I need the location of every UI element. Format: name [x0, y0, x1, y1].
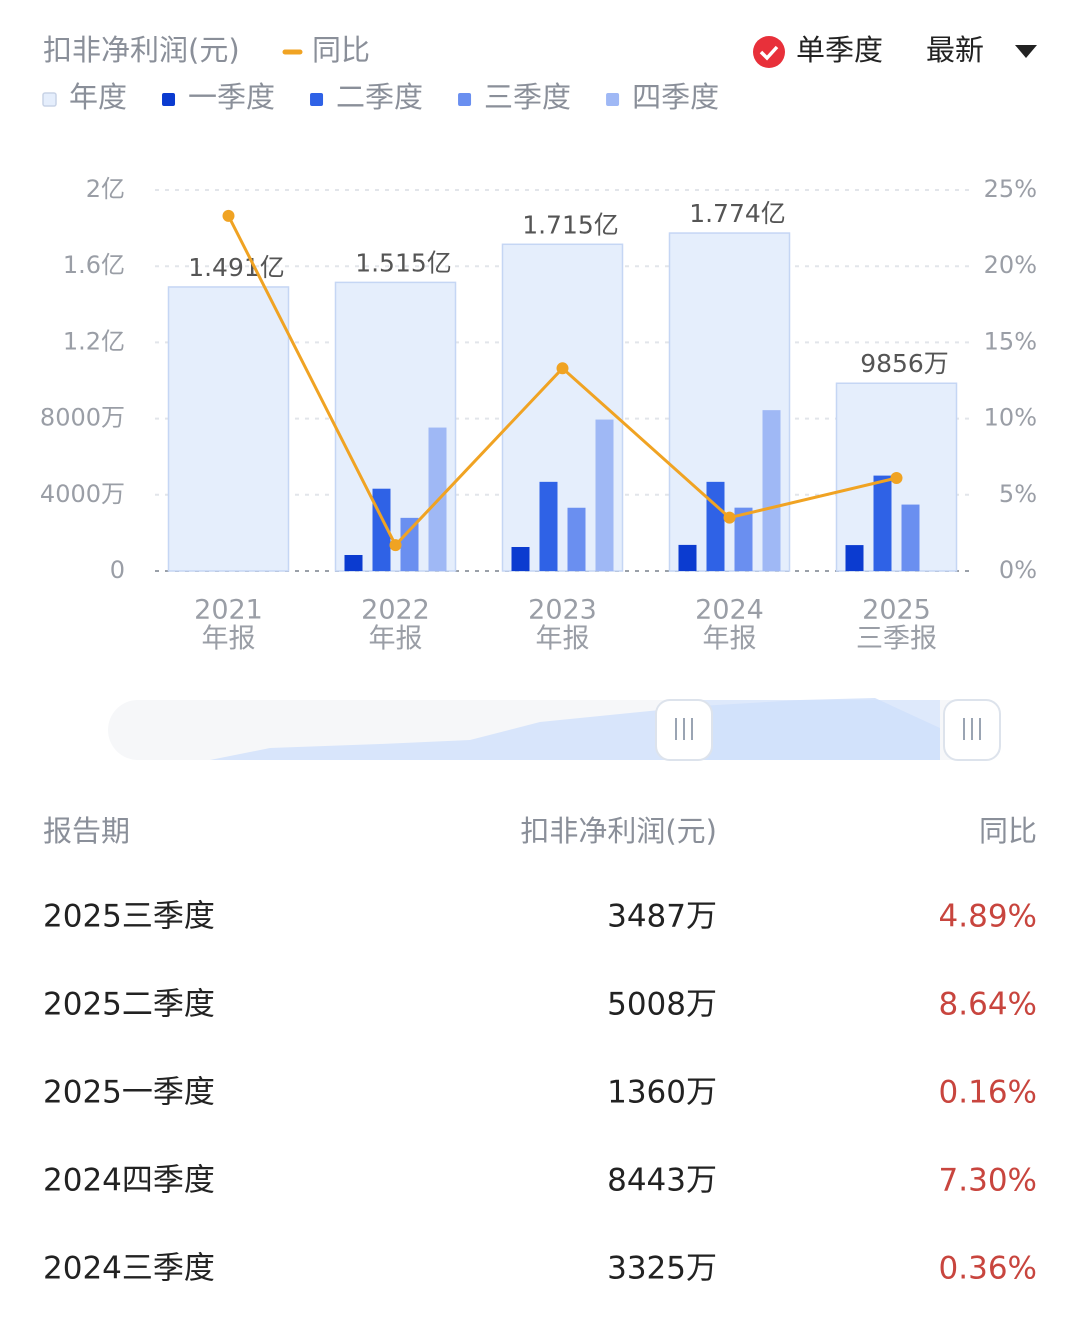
bar	[400, 517, 419, 571]
y-tick-label: 2亿	[86, 175, 125, 203]
bar	[873, 475, 892, 571]
x-tick-label: 三季报	[856, 624, 937, 655]
y2-tick-label: 10%	[984, 404, 1037, 432]
line-point	[723, 511, 736, 524]
bar	[678, 544, 697, 571]
bar	[706, 481, 725, 571]
y2-tick-label: 15%	[984, 327, 1037, 355]
y2-tick-label: 25%	[984, 175, 1037, 203]
y-tick-label: 8000万	[40, 404, 125, 432]
x-tick-label: 年报	[536, 624, 590, 655]
slider-selection	[685, 700, 940, 760]
period-dropdown[interactable]: 最新	[926, 33, 1037, 67]
dropdown-arrow	[1015, 45, 1037, 58]
bar	[901, 504, 920, 571]
x-tick-label: 2023	[528, 595, 597, 626]
x-tick-label: 年报	[202, 624, 256, 655]
table-cell: 2024四季度	[43, 1163, 215, 1199]
period-label[interactable]: 最新	[926, 33, 984, 67]
y2-tick-label: 0%	[999, 556, 1037, 584]
line-point	[556, 362, 569, 375]
data-label: 1.515亿	[355, 248, 452, 277]
x-tick-label: 2021	[194, 595, 263, 626]
y2-tick-label: 5%	[999, 480, 1037, 508]
table-header: 扣非净利润(元)	[520, 814, 717, 848]
table-cell: 2025三季度	[43, 899, 215, 935]
table-header: 同比	[979, 814, 1037, 848]
bar	[539, 481, 558, 571]
bar	[167, 286, 290, 572]
handle-grip	[675, 718, 693, 740]
bar	[567, 507, 586, 571]
y2-tick-label: 20%	[984, 251, 1037, 279]
y-tick-label: 4000万	[40, 480, 125, 508]
line-point	[890, 472, 903, 485]
legend-label: 二季度	[336, 80, 423, 114]
legend-swatch	[42, 92, 57, 107]
data-label: 9856万	[860, 349, 949, 378]
table-cell: 0.16%	[939, 1075, 1037, 1111]
legend-label: 一季度	[188, 80, 275, 114]
legend-swatch	[310, 93, 324, 106]
table-cell: 7.30%	[939, 1163, 1037, 1199]
x-tick-label: 2024	[695, 595, 764, 626]
mode-label[interactable]: 单季度	[796, 33, 883, 67]
table-cell: 8443万	[607, 1163, 717, 1199]
range-slider[interactable]	[108, 698, 1001, 761]
x-tick-label: 2022	[361, 595, 430, 626]
legend-swatch	[162, 93, 176, 106]
y-tick-label: 0	[110, 556, 125, 584]
table-cell: 2024三季度	[43, 1251, 215, 1287]
table-cell: 5008万	[607, 987, 717, 1023]
bar	[762, 410, 781, 571]
handle-grip	[963, 718, 981, 740]
table-cell: 2025一季度	[43, 1075, 215, 1111]
legend-label: 三季度	[484, 80, 571, 114]
data-label: 1.491亿	[188, 253, 285, 282]
bar	[511, 546, 530, 571]
chart-title: 扣非净利润(元)	[43, 33, 240, 67]
y-tick-label: 1.2亿	[63, 327, 125, 355]
bar	[595, 419, 614, 571]
check-mark	[759, 45, 779, 61]
table-cell: 4.89%	[939, 899, 1037, 935]
table-cell: 1360万	[607, 1075, 717, 1111]
y-tick-label: 1.6亿	[63, 251, 125, 279]
mode-toggle[interactable]: 单季度	[753, 33, 883, 68]
x-tick-label: 年报	[703, 624, 757, 655]
table-cell: 2025二季度	[43, 987, 215, 1023]
data-label: 1.774亿	[689, 199, 786, 228]
line-point	[389, 539, 402, 552]
legend-label: 年度	[69, 80, 127, 114]
bar	[734, 507, 753, 571]
legend-label: 同比	[312, 33, 370, 67]
data-label: 1.715亿	[522, 210, 619, 239]
bar	[845, 545, 864, 571]
legend: 年度 一季度 二季度 三季度 四季度 同比	[42, 33, 719, 114]
x-tick-label: 年报	[369, 624, 423, 655]
bar	[344, 554, 363, 571]
table-cell: 8.64%	[939, 987, 1037, 1023]
check-icon[interactable]	[753, 36, 785, 68]
table-cell: 3325万	[607, 1251, 717, 1287]
table-cell: 3487万	[607, 899, 717, 935]
legend-label: 四季度	[632, 80, 719, 114]
x-tick-label: 2025	[862, 595, 931, 626]
legend-swatch	[458, 93, 472, 106]
table-cell: 0.36%	[939, 1251, 1037, 1287]
line-point	[222, 209, 235, 222]
table-header: 报告期	[43, 814, 130, 848]
legend-swatch	[606, 93, 620, 106]
